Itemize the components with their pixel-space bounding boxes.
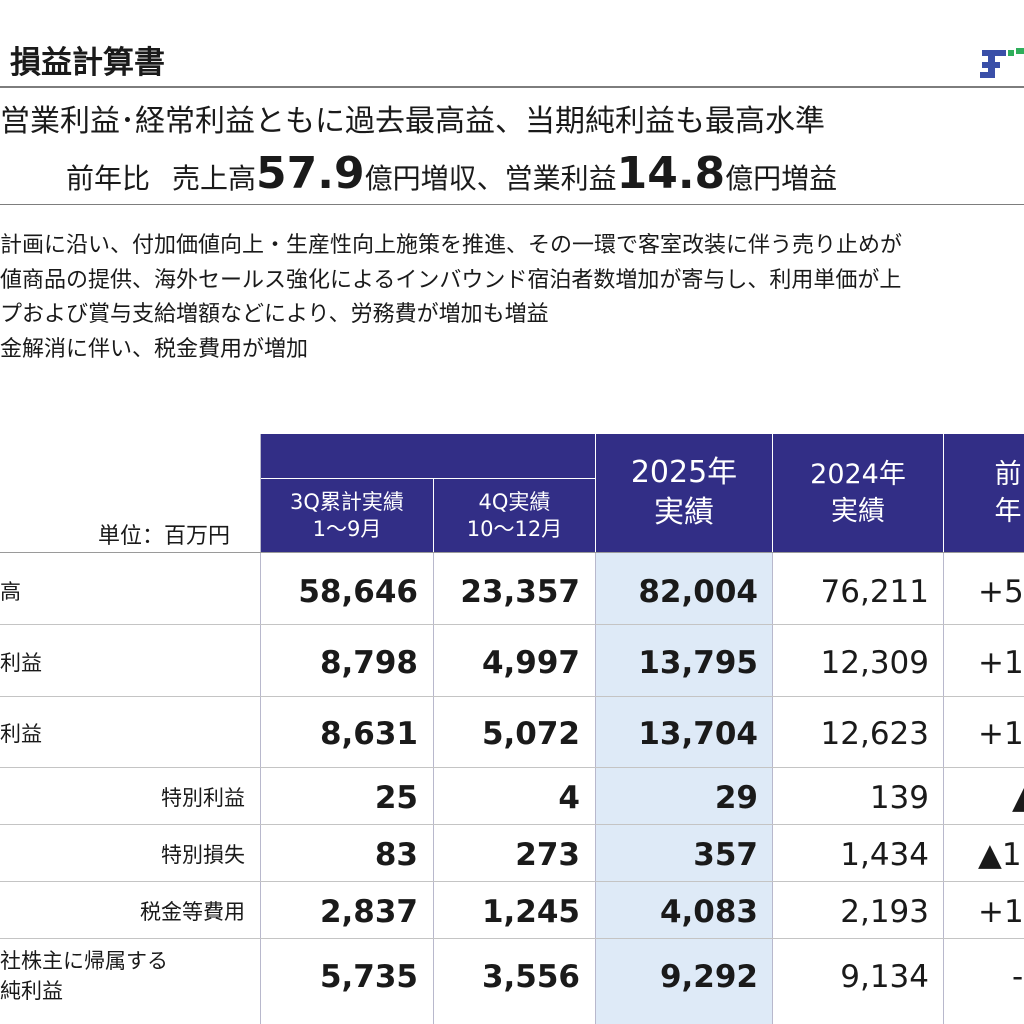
col-header-3q: 3Q累計実績 1～9月	[261, 479, 433, 552]
row-label-ordinary-profit: 利益	[0, 722, 42, 746]
commentary-item: 計画に沿い、付加価値向上・生産性向上施策を推進、その一環で客室改装に伴う売り止め…	[0, 233, 903, 258]
income-statement-table: 3Q累計実績 1～9月 4Q実績 10～12月 2025年 実績 2024年 実…	[0, 434, 1024, 1024]
cell-yoy: -	[1012, 959, 1024, 995]
headline-sales-suffix: 億円増収、営業利益	[364, 162, 617, 195]
header-bottom-line	[0, 552, 1024, 553]
commentary-item: 値商品の提供、海外セールス強化によるインバウンド宿泊者数増加が寄与し、利用単価が…	[0, 267, 902, 293]
col-header-yoy: 前年	[944, 434, 1024, 552]
row-label-extraordinary-income: 特別利益	[161, 786, 245, 810]
cell-fy2025: 29	[714, 780, 758, 816]
commentary-list: 計画に沿い、付加価値向上・生産性向上施策を推進、その一環で客室改装に伴う売り止め…	[0, 229, 902, 367]
col-divider	[260, 434, 261, 1024]
headline-sales-label: 売上高	[172, 162, 257, 195]
headline-op-suffix: 億円増益	[725, 162, 838, 195]
row-divider	[0, 824, 1024, 825]
unit-label: 単位：百万円	[98, 524, 231, 549]
row-label-tax-expenses: 税金等費用	[140, 900, 245, 924]
col-divider	[943, 552, 944, 1024]
row-divider	[0, 938, 1024, 939]
cell-fy2025: 9,292	[659, 959, 758, 995]
title-divider	[0, 86, 1024, 88]
row-label-operating-profit: 利益	[0, 651, 42, 675]
commentary-item: プおよび賞与支給増額などにより、労務費が増加も増益	[0, 302, 549, 327]
row-divider	[0, 881, 1024, 882]
cell-fy2024: 12,623	[820, 716, 929, 752]
cell-q4: 1,245	[481, 894, 580, 930]
cell-q3: 25	[374, 780, 418, 816]
cell-q3: 8,631	[319, 716, 418, 752]
col-header-fy2025-line1: 2025年	[630, 455, 738, 490]
row-divider	[0, 696, 1024, 697]
cell-q4: 5,072	[481, 716, 580, 752]
cell-q3: 2,837	[319, 894, 418, 930]
col-header-4q-line2: 10～12月	[466, 516, 563, 541]
cell-q3: 5,735	[319, 959, 418, 995]
cell-q4: 4	[558, 780, 580, 816]
col-header-fy2024-line1: 2024年	[810, 459, 906, 490]
fy2025-highlight	[596, 552, 772, 1024]
cell-fy2025: 82,004	[638, 574, 758, 610]
cell-q4: 4,997	[481, 645, 580, 681]
cell-q3: 83	[374, 837, 418, 873]
col-header-3q-line2: 1～9月	[312, 516, 382, 541]
col-header-4q-line1: 4Q実績	[478, 489, 551, 514]
cell-yoy: +5	[978, 574, 1024, 610]
cell-fy2024: 2,193	[840, 894, 929, 930]
cell-fy2024: 139	[869, 780, 929, 816]
cell-q4: 23,357	[460, 574, 580, 610]
col-divider	[595, 552, 596, 1024]
col-header-yoy-label: 前年	[994, 459, 1022, 527]
col-header-fy2024: 2024年 実績	[773, 434, 943, 552]
headline-sales-value: 57.9	[256, 148, 365, 199]
cell-fy2025: 4,083	[659, 894, 758, 930]
col-header-3q-line1: 3Q累計実績	[290, 489, 404, 514]
col-header-fy2025-line2: 実績	[654, 495, 714, 530]
cell-q3: 8,798	[319, 645, 418, 681]
cell-q4: 3,556	[481, 959, 580, 995]
headline-divider	[0, 204, 1024, 205]
col-header-fy2024-line2: 実績	[831, 496, 885, 527]
col-divider	[772, 552, 773, 1024]
cell-fy2024: 76,211	[820, 574, 929, 610]
col-header-fy2025: 2025年 実績	[596, 434, 772, 552]
cumulative-header-band	[261, 434, 595, 478]
cell-yoy: +1	[978, 645, 1024, 681]
cell-fy2024: 9,134	[840, 959, 929, 995]
cell-fy2025: 13,704	[638, 716, 758, 752]
cell-fy2025: 357	[693, 837, 758, 873]
col-divider	[433, 552, 434, 1024]
cell-fy2025: 13,795	[638, 645, 758, 681]
row-label-sales: 高	[0, 580, 21, 604]
headline-main: 営業利益･経常利益ともに過去最高益、当期純利益も最高水準	[0, 104, 825, 139]
cell-yoy: +1	[978, 716, 1024, 752]
cell-q3: 58,646	[298, 574, 418, 610]
row-divider	[0, 767, 1024, 768]
cell-yoy: +1	[978, 894, 1024, 930]
page-title: 損益計算書	[10, 45, 165, 81]
cell-yoy: ▲	[1012, 780, 1024, 816]
row-divider	[0, 624, 1024, 625]
cell-yoy: ▲1	[978, 837, 1022, 873]
headline-op-value: 14.8	[616, 148, 726, 199]
row-label-extraordinary-loss: 特別損失	[161, 843, 245, 867]
cell-fy2024: 1,434	[840, 837, 929, 873]
headline-sub: 前年比 売上高57.9億円増収、営業利益14.8億円増益	[66, 150, 837, 203]
cell-q4: 273	[515, 837, 580, 873]
row-label-net-income-line2: 純利益	[0, 979, 63, 1003]
commentary-item: 金解消に伴い、税金費用が増加	[0, 336, 309, 362]
company-logo	[980, 48, 1024, 78]
col-header-4q: 4Q実績 10～12月	[434, 479, 595, 552]
headline-yoy-label: 前年比	[66, 162, 151, 195]
cell-fy2024: 12,309	[820, 645, 929, 681]
row-label-net-income-line1: 社株主に帰属する	[0, 949, 168, 973]
